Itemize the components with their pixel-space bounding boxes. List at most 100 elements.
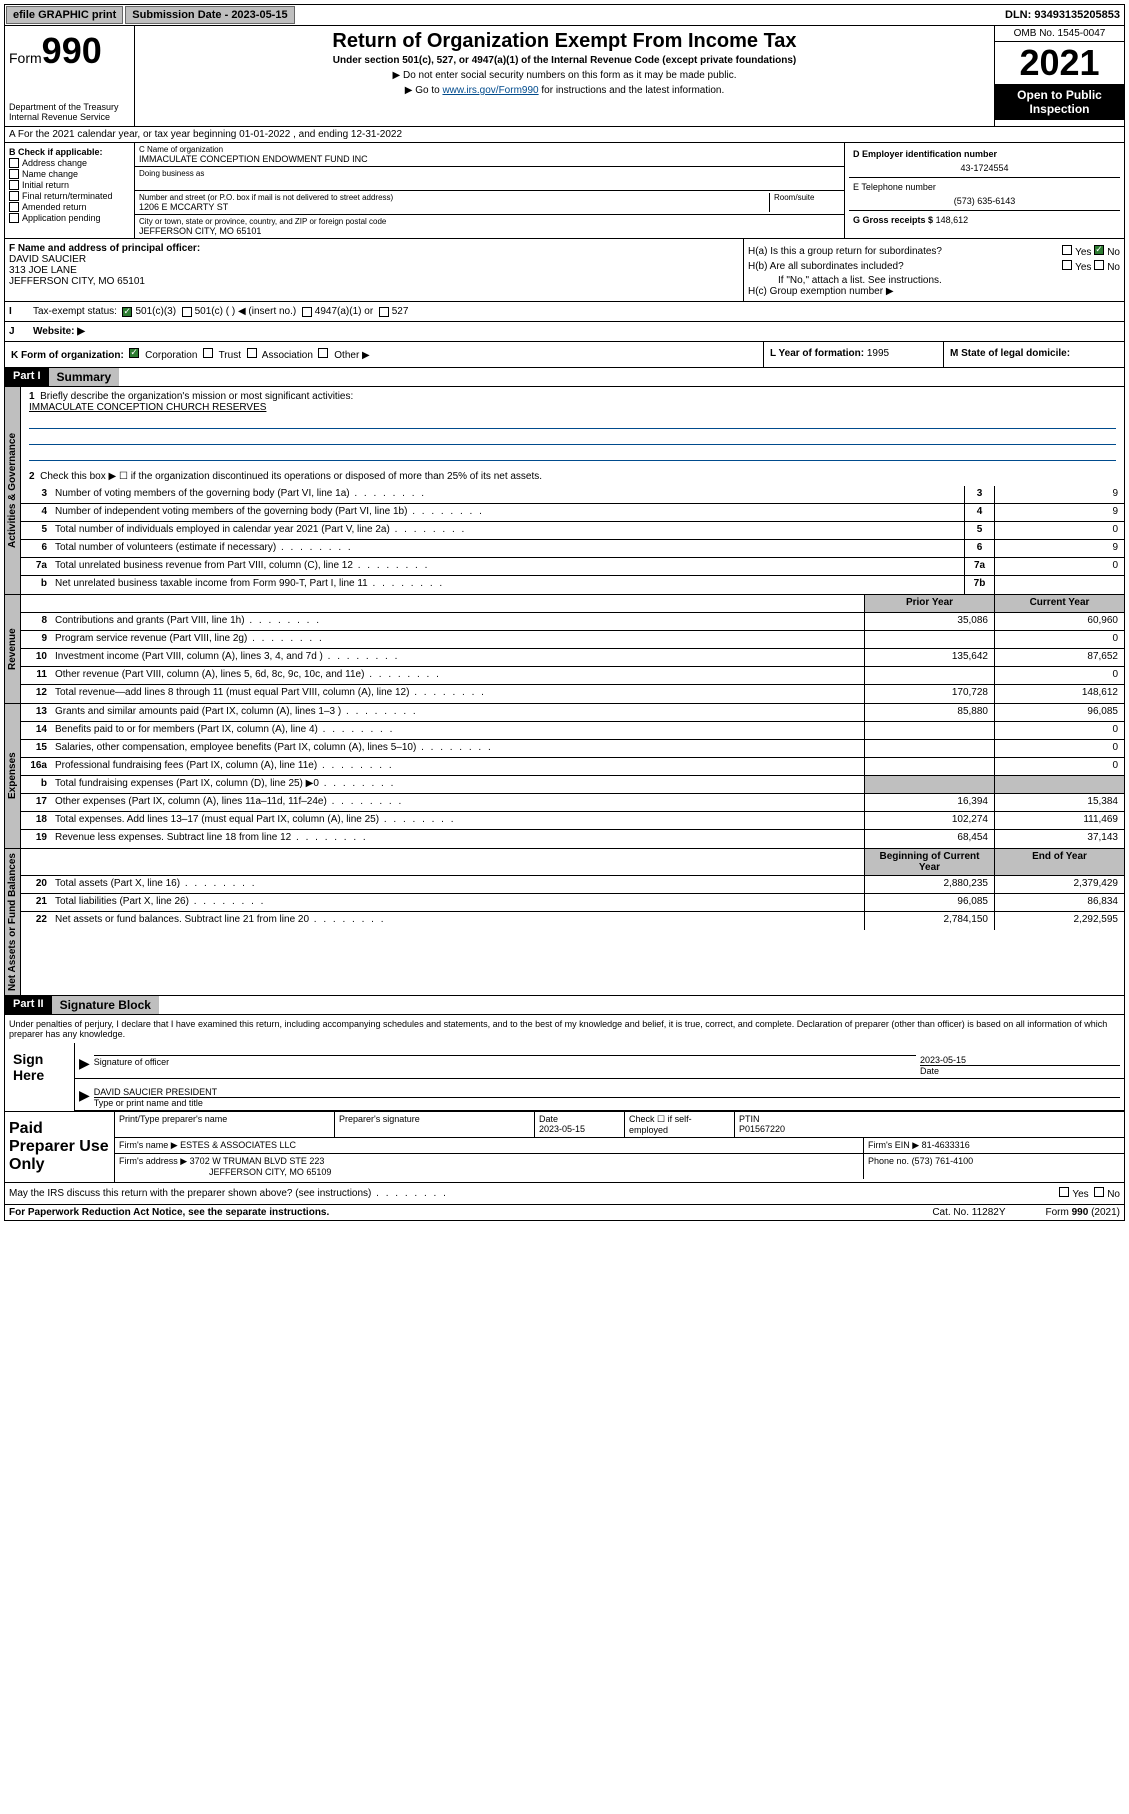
checkbox-address-change[interactable] — [9, 158, 19, 168]
expenses-tab: Expenses — [5, 704, 21, 848]
checkbox-application-pending[interactable] — [9, 213, 19, 223]
table-row: 5Total number of individuals employed in… — [21, 522, 1124, 540]
end-year-header: End of Year — [994, 849, 1124, 875]
hb-yes-checkbox[interactable] — [1062, 260, 1072, 270]
dln-label: DLN: 93493135205853 — [1001, 9, 1124, 21]
table-row: 10Investment income (Part VIII, column (… — [21, 649, 1124, 667]
website-label: Website: ▶ — [33, 326, 85, 337]
revenue-tab: Revenue — [5, 595, 21, 703]
4947-checkbox[interactable] — [302, 307, 312, 317]
efile-button[interactable]: efile GRAPHIC print — [6, 6, 123, 24]
header-note-2-post: for instructions and the latest informat… — [539, 85, 725, 96]
table-row: 18Total expenses. Add lines 13–17 (must … — [21, 812, 1124, 830]
may-irs-text: May the IRS discuss this return with the… — [9, 1188, 448, 1199]
other-checkbox[interactable] — [318, 348, 328, 358]
prep-sig-label: Preparer's signature — [335, 1112, 535, 1137]
block-k-label: K Form of organization: — [11, 350, 124, 361]
table-row: 6Total number of volunteers (estimate if… — [21, 540, 1124, 558]
table-row: 13Grants and similar amounts paid (Part … — [21, 704, 1124, 722]
page-subtitle: Under section 501(c), 527, or 4947(a)(1)… — [143, 55, 986, 66]
table-row: 21Total liabilities (Part X, line 26)96,… — [21, 894, 1124, 912]
may-irs-no-checkbox[interactable] — [1094, 1187, 1104, 1197]
table-row: 20Total assets (Part X, line 16)2,880,23… — [21, 876, 1124, 894]
may-irs-yes-checkbox[interactable] — [1059, 1187, 1069, 1197]
sig-date-label: Date — [920, 1065, 1120, 1076]
instructions-link[interactable]: www.irs.gov/Form990 — [442, 85, 538, 96]
firm-ein: 81-4633316 — [922, 1140, 970, 1150]
table-row: 14Benefits paid to or for members (Part … — [21, 722, 1124, 740]
dba-label: Doing business as — [139, 169, 840, 178]
header-note-2-pre: ▶ Go to — [405, 85, 443, 96]
ha-no-checkbox[interactable] — [1094, 245, 1104, 255]
org-name-label: C Name of organization — [139, 145, 840, 154]
year-formation: 1995 — [867, 348, 889, 359]
prior-year-header: Prior Year — [864, 595, 994, 612]
gross-label: G Gross receipts $ — [853, 215, 933, 225]
expenses-section: Expenses 13Grants and similar amounts pa… — [4, 704, 1125, 849]
officer-addr2: JEFFERSON CITY, MO 65101 — [9, 276, 739, 287]
corp-checkbox[interactable] — [129, 348, 139, 358]
table-row: 16aProfessional fundraising fees (Part I… — [21, 758, 1124, 776]
table-row: 17Other expenses (Part IX, column (A), l… — [21, 794, 1124, 812]
ha-label: H(a) Is this a group return for subordin… — [748, 246, 942, 257]
block-l-label: L Year of formation: — [770, 348, 864, 359]
table-row: 3Number of voting members of the governi… — [21, 486, 1124, 504]
part2-badge: Part II — [5, 996, 52, 1014]
table-row: 9Program service revenue (Part VIII, lin… — [21, 631, 1124, 649]
klm-block: K Form of organization: Corporation Trus… — [4, 342, 1125, 368]
trust-checkbox[interactable] — [203, 348, 213, 358]
governance-tab: Activities & Governance — [5, 387, 21, 594]
sign-here-label: Sign Here — [5, 1043, 75, 1111]
line2-text: Check this box ▶ ☐ if the organization d… — [40, 471, 542, 482]
mission-label: Briefly describe the organization's miss… — [40, 391, 353, 402]
checkbox-initial-return[interactable] — [9, 180, 19, 190]
signature-officer-label: Signature of officer — [94, 1055, 916, 1076]
org-city: JEFFERSON CITY, MO 65101 — [139, 226, 840, 236]
fgh-block: F Name and address of principal officer:… — [4, 239, 1125, 302]
block-c: C Name of organization IMMACULATE CONCEP… — [135, 143, 844, 238]
501c-checkbox[interactable] — [182, 307, 192, 317]
topbar: efile GRAPHIC print Submission Date - 20… — [4, 4, 1125, 26]
block-f-label: F Name and address of principal officer: — [9, 243, 739, 254]
omb-label: OMB No. 1545-0047 — [995, 26, 1124, 42]
netassets-tab: Net Assets or Fund Balances — [5, 849, 21, 995]
mission-text[interactable]: IMMACULATE CONCEPTION CHURCH RESERVES — [29, 402, 1116, 413]
form-number: 990 — [42, 30, 102, 71]
hb-note: If "No," attach a list. See instructions… — [748, 275, 1120, 286]
table-row: 7aTotal unrelated business revenue from … — [21, 558, 1124, 576]
room-label: Room/suite — [774, 193, 840, 202]
ha-yes-checkbox[interactable] — [1062, 245, 1072, 255]
tax-exempt-label: Tax-exempt status: — [33, 306, 117, 317]
assoc-checkbox[interactable] — [247, 348, 257, 358]
officer-addr1: 313 JOE LANE — [9, 265, 739, 276]
firm-phone: (573) 761-4100 — [912, 1156, 974, 1166]
phone-label: E Telephone number — [853, 182, 1116, 192]
city-label: City or town, state or province, country… — [139, 217, 840, 226]
checkbox-amended-return[interactable] — [9, 202, 19, 212]
table-row: 22Net assets or fund balances. Subtract … — [21, 912, 1124, 930]
table-row: bTotal fundraising expenses (Part IX, co… — [21, 776, 1124, 794]
table-row: 15Salaries, other compensation, employee… — [21, 740, 1124, 758]
submission-date-button[interactable]: Submission Date - 2023-05-15 — [125, 6, 294, 24]
checkbox-name-change[interactable] — [9, 169, 19, 179]
ptin-value: P01567220 — [739, 1124, 785, 1134]
org-address: 1206 E MCCARTY ST — [139, 202, 765, 212]
declaration-text: Under penalties of perjury, I declare th… — [5, 1015, 1124, 1043]
501c3-checkbox[interactable] — [122, 307, 132, 317]
signature-block: Under penalties of perjury, I declare th… — [4, 1015, 1125, 1112]
may-irs-row: May the IRS discuss this return with the… — [4, 1183, 1125, 1205]
arrow-icon: ▶ — [79, 1055, 90, 1076]
org-name: IMMACULATE CONCEPTION ENDOWMENT FUND INC — [139, 154, 840, 164]
governance-section: Activities & Governance 1 Briefly descri… — [4, 387, 1125, 595]
checkbox-final-return[interactable] — [9, 191, 19, 201]
page-footer: For Paperwork Reduction Act Notice, see … — [4, 1205, 1125, 1221]
527-checkbox[interactable] — [379, 307, 389, 317]
hb-no-checkbox[interactable] — [1094, 260, 1104, 270]
firm-addr1: 3702 W TRUMAN BLVD STE 223 — [190, 1156, 325, 1166]
section-a: A For the 2021 calendar year, or tax yea… — [4, 127, 1125, 143]
table-row: 4Number of independent voting members of… — [21, 504, 1124, 522]
table-row: 19Revenue less expenses. Subtract line 1… — [21, 830, 1124, 848]
part1-badge: Part I — [5, 368, 49, 386]
gross-value: 148,612 — [936, 215, 969, 225]
part2-header: Part II Signature Block — [4, 996, 1125, 1015]
